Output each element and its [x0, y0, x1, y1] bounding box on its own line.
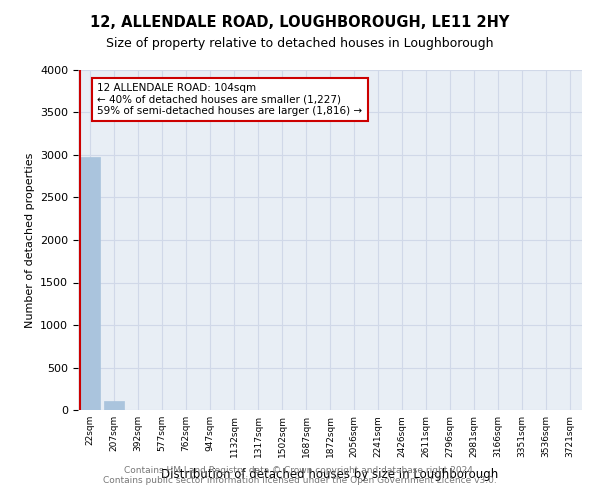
Text: 12, ALLENDALE ROAD, LOUGHBOROUGH, LE11 2HY: 12, ALLENDALE ROAD, LOUGHBOROUGH, LE11 2… — [91, 15, 509, 30]
Text: 12 ALLENDALE ROAD: 104sqm
← 40% of detached houses are smaller (1,227)
59% of se: 12 ALLENDALE ROAD: 104sqm ← 40% of detac… — [97, 82, 362, 116]
Text: Size of property relative to detached houses in Loughborough: Size of property relative to detached ho… — [106, 38, 494, 51]
X-axis label: Distribution of detached houses by size in Loughborough: Distribution of detached houses by size … — [161, 468, 499, 481]
Text: Contains HM Land Registry data © Crown copyright and database right 2024.
Contai: Contains HM Land Registry data © Crown c… — [103, 466, 497, 485]
Bar — [80, 157, 100, 410]
Bar — [104, 400, 124, 410]
Y-axis label: Number of detached properties: Number of detached properties — [25, 152, 35, 328]
